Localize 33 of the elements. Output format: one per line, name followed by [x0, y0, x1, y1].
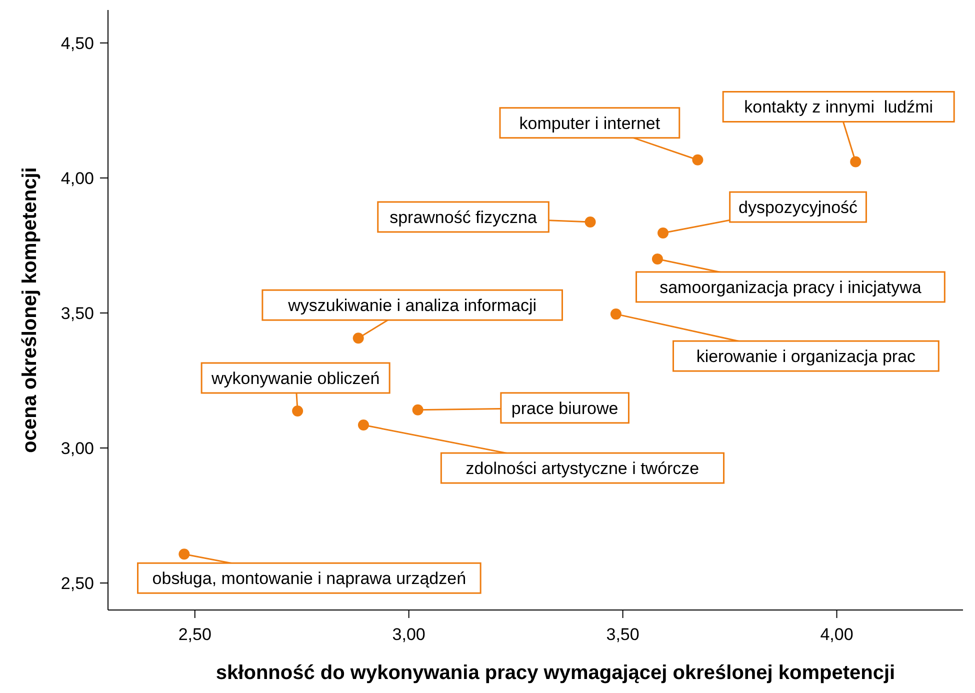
- annotation: wyszukiwanie i analiza informacji: [287, 296, 537, 316]
- x-tick-label: 4,00: [820, 625, 854, 644]
- annotation: komputer i internet: [519, 114, 660, 133]
- annotation: dyspozycyjność: [738, 198, 858, 217]
- annotation: kontakty z innymi ludźmi: [744, 98, 934, 117]
- annotation: wykonywanie obliczeń: [210, 368, 380, 388]
- y-tick-label: 3,00: [60, 438, 94, 458]
- x-tick-label: 2,50: [178, 625, 212, 644]
- annotation: samoorganizacja pracy i inicjatywa: [660, 278, 922, 297]
- x-axis-title: skłonność do wykonywania pracy wymagającej określonej kompetencji: [216, 662, 896, 684]
- x-tick-label: 3,50: [606, 625, 640, 644]
- x-tick-label: 3,00: [392, 625, 426, 644]
- y-axis-title: ocena określonej kompetencji: [19, 167, 41, 453]
- point: [652, 253, 663, 264]
- y-tick-label: 2,50: [60, 574, 94, 593]
- annotation: zdolności artystyczne i twórcze: [466, 458, 700, 478]
- annotation: kierowanie i organizacja prac: [696, 347, 916, 366]
- point: [292, 405, 304, 416]
- annotation: prace biurowe: [511, 398, 618, 418]
- point: [412, 404, 424, 416]
- annotation: obsługa, montowanie i naprawa urządzeń: [152, 569, 466, 588]
- point: [584, 216, 596, 228]
- y-tick-label: 3,50: [60, 304, 94, 323]
- point: [610, 308, 622, 320]
- point: [352, 332, 364, 344]
- y-tick-label: 4,00: [60, 168, 94, 188]
- y-tick-label: 4,50: [60, 34, 94, 53]
- annotation: sprawność fizyczna: [390, 208, 538, 227]
- point: [692, 154, 704, 166]
- point: [358, 420, 369, 431]
- point: [850, 156, 862, 168]
- point: [658, 228, 669, 239]
- point: [178, 548, 190, 560]
